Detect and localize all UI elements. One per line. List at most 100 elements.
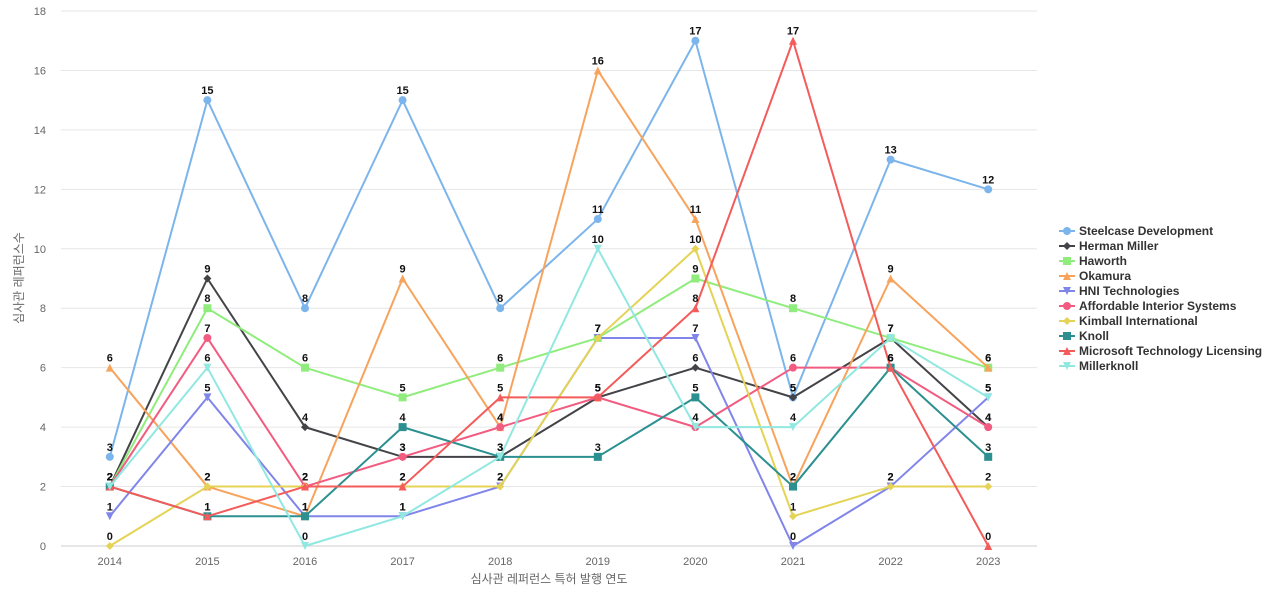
- data-point: [789, 542, 797, 550]
- legend-item[interactable]: HNI Technologies: [1059, 284, 1180, 298]
- legend-item[interactable]: Knoll: [1059, 329, 1109, 343]
- data-label: 7: [595, 323, 601, 335]
- data-label: 4: [302, 412, 309, 424]
- data-label: 2: [985, 472, 991, 484]
- data-point: [691, 244, 700, 253]
- data-point: [105, 542, 114, 550]
- x-tick-label: 2020: [683, 556, 707, 568]
- data-point: [203, 96, 212, 105]
- data-point: [593, 452, 602, 461]
- legend-marker: [1063, 227, 1071, 235]
- y-tick-label: 10: [34, 244, 46, 256]
- data-label: 2: [107, 472, 113, 484]
- series-line: [109, 39, 990, 547]
- legend-marker: [1063, 257, 1071, 265]
- data-point: [984, 423, 993, 432]
- data-label: 9: [888, 264, 894, 276]
- data-label: 4: [400, 412, 407, 424]
- legend-item[interactable]: Okamura: [1059, 269, 1131, 283]
- data-label: 2: [497, 472, 503, 484]
- data-label: 0: [107, 531, 113, 543]
- data-label: 3: [400, 442, 406, 454]
- data-label: 6: [204, 353, 210, 365]
- data-label: 2: [888, 472, 894, 484]
- data-label: 2: [888, 472, 894, 484]
- y-tick-label: 8: [40, 303, 46, 315]
- data-label: 1: [400, 501, 406, 513]
- legend-marker: [1063, 242, 1071, 250]
- data-label: 2: [107, 472, 113, 484]
- data-label: 2: [107, 472, 113, 484]
- legend-label: Kimball International: [1079, 314, 1198, 328]
- data-point: [984, 363, 993, 372]
- data-label: 6: [107, 353, 113, 365]
- x-tick-label: 2014: [98, 556, 122, 568]
- legend-marker: [1063, 362, 1071, 370]
- legend-item[interactable]: Affordable Interior Systems: [1059, 299, 1237, 313]
- data-point: [886, 363, 895, 372]
- data-point: [301, 423, 309, 432]
- data-label: 6: [888, 353, 894, 365]
- y-axis-title: 심사관 레퍼런스수: [12, 232, 26, 324]
- data-label: 2: [790, 472, 796, 484]
- data-label: 2: [107, 472, 113, 484]
- data-label: 11: [592, 204, 604, 216]
- legend-item[interactable]: Kimball International: [1059, 314, 1198, 328]
- data-point: [691, 393, 700, 402]
- x-axis-title: 심사관 레퍼런스 특허 발행 연도: [471, 571, 628, 586]
- data-label: 16: [592, 55, 604, 67]
- data-label: 5: [595, 382, 601, 394]
- data-point: [203, 393, 212, 402]
- data-point: [301, 363, 309, 372]
- data-point: [203, 512, 212, 521]
- data-label: 4: [692, 412, 699, 424]
- data-point: [691, 363, 700, 372]
- data-point: [398, 393, 407, 402]
- data-point: [593, 215, 602, 224]
- data-label: 3: [400, 442, 406, 454]
- legend-item[interactable]: Steelcase Development: [1059, 224, 1213, 238]
- data-label: 6: [985, 353, 991, 365]
- legend-label: HNI Technologies: [1079, 284, 1180, 298]
- data-label: 0: [985, 531, 991, 543]
- y-tick-label: 14: [34, 125, 46, 137]
- series-line: [109, 69, 989, 518]
- legend-item[interactable]: Herman Miller: [1059, 239, 1159, 253]
- series-okamura: [105, 66, 993, 521]
- data-point: [496, 452, 505, 461]
- y-tick-label: 2: [40, 482, 46, 494]
- legend-item[interactable]: Microsoft Technology Licensing: [1059, 344, 1262, 358]
- data-label: 4: [692, 412, 699, 424]
- data-label: 8: [692, 293, 698, 305]
- data-point: [105, 482, 114, 491]
- series-line: [109, 247, 989, 547]
- data-point: [496, 423, 505, 432]
- data-label: 1: [107, 501, 113, 513]
- series-herman-miller: [105, 274, 993, 491]
- data-label: 12: [982, 174, 994, 186]
- x-tick-label: 2018: [488, 556, 512, 568]
- data-label: 17: [787, 26, 799, 38]
- legend-label: Knoll: [1079, 329, 1109, 343]
- data-point: [593, 66, 602, 75]
- y-axis-ticks: 0 2 4 6 8 10 12 14 16 18: [34, 6, 46, 553]
- x-tick-label: 2017: [390, 556, 414, 568]
- data-label: 15: [201, 85, 213, 97]
- legend-item[interactable]: Millerknoll: [1059, 359, 1138, 373]
- legend-item[interactable]: Haworth: [1059, 254, 1127, 268]
- data-point: [886, 274, 895, 283]
- data-label: 2: [790, 472, 796, 484]
- x-tick-label: 2015: [195, 556, 219, 568]
- data-label: 10: [689, 234, 701, 246]
- data-label: 2: [204, 472, 210, 484]
- data-label: 2: [400, 472, 406, 484]
- data-label: 5: [595, 382, 601, 394]
- data-point: [593, 333, 602, 342]
- data-point: [105, 452, 114, 461]
- data-point: [593, 393, 602, 402]
- data-label: 7: [888, 323, 894, 335]
- x-axis-ticks: 2014 2015 2016 2017 2018 2019 2020 2021 2022 2023: [98, 556, 1001, 568]
- data-label: 2: [302, 472, 308, 484]
